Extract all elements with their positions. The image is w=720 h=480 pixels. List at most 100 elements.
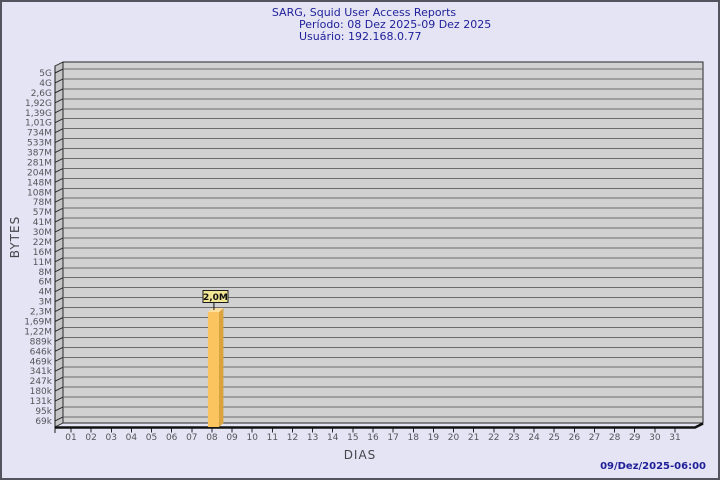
y-tick-label: 533M xyxy=(27,139,52,149)
x-tick-label: 11 xyxy=(267,433,278,443)
grid-line-wall-tick xyxy=(54,267,64,273)
y-tick-label: 11M xyxy=(33,258,52,268)
grid-line-wall-tick xyxy=(54,366,64,372)
y-tick-label: 247k xyxy=(30,377,53,387)
grid-line-wall-tick xyxy=(54,277,64,283)
x-tick-label: 04 xyxy=(126,433,138,443)
y-tick-label: 5G xyxy=(39,69,52,79)
x-tick-label: 01 xyxy=(65,433,76,443)
y-tick-label: 57M xyxy=(33,208,52,218)
grid-line-wall-tick xyxy=(54,237,64,243)
y-tick-label: 8M xyxy=(39,268,53,278)
grid-line-wall-tick xyxy=(54,317,64,322)
grid-line-wall-tick xyxy=(54,227,64,233)
y-tick-label: 281M xyxy=(27,158,52,168)
x-tick-label: 12 xyxy=(287,433,298,443)
x-axis-title: DIAS xyxy=(343,448,377,462)
y-tick-label: 204M xyxy=(27,168,52,178)
grid-line-wall-tick xyxy=(54,98,64,104)
grid-line-wall-tick xyxy=(54,158,64,163)
y-tick-label: 22M xyxy=(33,238,52,248)
y-tick-label: 3M xyxy=(39,298,53,308)
y-tick-label: 131k xyxy=(30,397,53,407)
grid-line-wall-tick xyxy=(54,108,64,114)
y-tick-label: 95k xyxy=(35,407,52,417)
grid-line-wall-tick xyxy=(54,217,64,223)
x-tick-label: 02 xyxy=(85,433,96,443)
grid-line-wall-tick xyxy=(54,356,64,362)
y-tick-label: 78M xyxy=(33,198,52,208)
report-timestamp: 09/Dez/2025-06:00 xyxy=(600,461,706,472)
grid-line-wall-tick xyxy=(54,297,64,303)
x-tick-label: 18 xyxy=(408,433,420,443)
grid-line-wall-tick xyxy=(54,138,64,144)
x-tick-label: 21 xyxy=(468,433,479,443)
y-tick-label: 387M xyxy=(27,149,52,159)
chart-period: Período: 08 Dez 2025-09 Dez 2025 xyxy=(299,18,492,31)
x-tick-label: 25 xyxy=(548,433,559,443)
grid-line-wall-tick xyxy=(54,257,64,263)
grid-line-wall-tick xyxy=(54,78,64,84)
y-tick-label: 2,3M xyxy=(30,308,52,318)
y-tick-label: 30M xyxy=(33,228,52,238)
grid-line-wall-tick xyxy=(54,247,64,253)
y-tick-label: 2,6G xyxy=(31,89,52,99)
bar-side-face xyxy=(218,308,224,427)
y-tick-label: 108M xyxy=(27,188,52,198)
x-tick-label: 05 xyxy=(146,433,157,443)
x-tick-label: 03 xyxy=(106,433,117,443)
bar-top-face xyxy=(207,308,224,313)
y-tick-label: 734M xyxy=(27,129,52,139)
grid-line-wall-tick xyxy=(54,336,64,342)
y-tick-label: 889k xyxy=(30,337,53,347)
y-tick-label: 4G xyxy=(39,79,52,89)
y-tick-label: 1,01G xyxy=(25,119,52,129)
bar-value-label: 2,0M xyxy=(203,293,228,303)
grid-line-wall-tick xyxy=(54,416,64,422)
grid-line-wall-tick xyxy=(54,326,64,332)
grid-line-wall-tick xyxy=(54,197,64,203)
grid-line-wall-tick xyxy=(54,346,64,352)
x-tick-label: 26 xyxy=(569,433,581,443)
plot-left-wall xyxy=(54,61,64,428)
x-tick-label: 27 xyxy=(589,433,600,443)
chart-user: Usuário: 192.168.0.77 xyxy=(299,30,422,43)
y-tick-label: 16M xyxy=(33,248,52,258)
x-tick-label: 13 xyxy=(307,433,318,443)
x-tick-label: 09 xyxy=(226,433,238,443)
x-tick-label: 28 xyxy=(609,433,621,443)
y-tick-label: 180k xyxy=(30,387,53,397)
plot-area xyxy=(62,61,704,424)
x-tick-label: 23 xyxy=(508,433,519,443)
grid-line-wall-tick xyxy=(54,307,64,313)
y-axis-title: BYTES xyxy=(8,215,22,259)
chart-title: SARG, Squid User Access Reports xyxy=(271,6,457,19)
grid-line-wall-tick xyxy=(54,376,64,382)
grid-line-wall-tick xyxy=(54,167,64,173)
y-tick-label: 69k xyxy=(35,417,52,427)
grid-line-wall-tick xyxy=(54,287,64,293)
grid-line-wall-tick xyxy=(54,88,64,94)
grid-line-wall-tick xyxy=(54,187,64,193)
y-tick-label: 469k xyxy=(30,357,53,367)
y-tick-label: 341k xyxy=(30,367,53,377)
x-tick-label: 10 xyxy=(246,433,258,443)
x-tick-label: 22 xyxy=(488,433,499,443)
y-tick-label: 1,92G xyxy=(25,99,52,109)
grid-line-wall-tick xyxy=(54,128,64,134)
x-tick-label: 14 xyxy=(327,433,339,443)
x-tick-label: 31 xyxy=(669,433,680,443)
x-tick-label: 16 xyxy=(367,433,379,443)
bar-value-callout xyxy=(202,290,229,304)
y-tick-label: 1,22M xyxy=(24,327,52,337)
x-tick-label: 08 xyxy=(206,433,218,443)
x-tick-label: 20 xyxy=(448,433,460,443)
y-tick-label: 41M xyxy=(33,218,52,228)
y-tick-label: 4M xyxy=(39,288,53,298)
grid-line-wall-tick xyxy=(54,148,64,153)
x-tick-label: 07 xyxy=(186,433,197,443)
y-tick-label: 646k xyxy=(30,347,53,357)
x-tick-label: 19 xyxy=(428,433,440,443)
